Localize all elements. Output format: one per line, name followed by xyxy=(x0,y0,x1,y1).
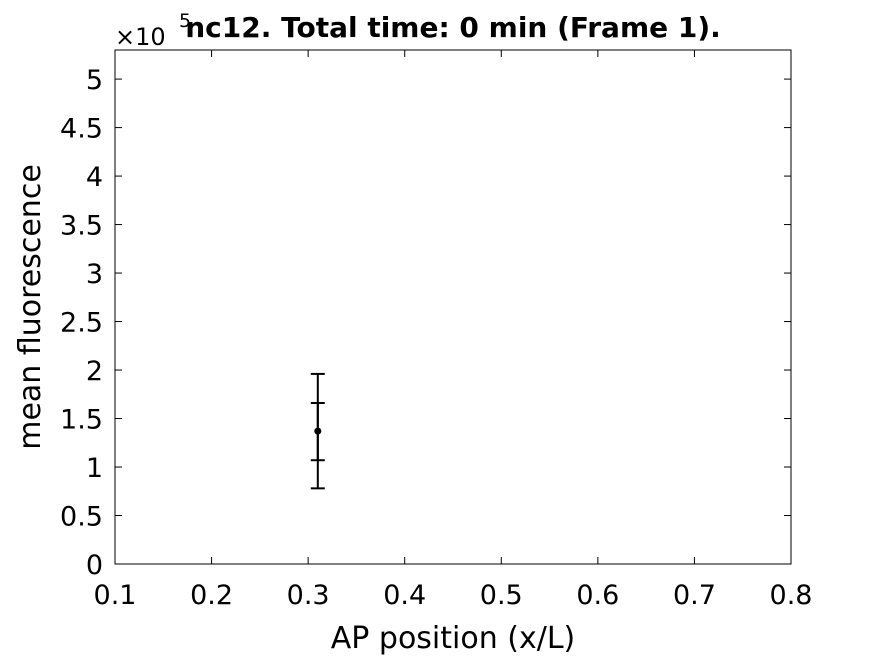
y-tick-label: 2 xyxy=(86,356,103,387)
x-tick-label: 0.8 xyxy=(770,580,813,611)
axes-frame xyxy=(114,49,792,565)
y-tick-label: 2.5 xyxy=(60,308,103,339)
x-tick-label: 0.6 xyxy=(576,580,619,611)
y-tick-label: 0 xyxy=(86,550,103,581)
y-tick-label: 4 xyxy=(86,162,103,193)
y-multiplier-exponent: 5 xyxy=(179,10,191,32)
data-point xyxy=(314,427,322,435)
x-tick-label: 0.7 xyxy=(673,580,716,611)
x-axis-title: AP position (x/L) xyxy=(331,621,576,656)
chart-title: nc12. Total time: 0 min (Frame 1). xyxy=(185,11,721,44)
y-tick-label: 5 xyxy=(86,65,103,96)
y-tick-label: 3.5 xyxy=(60,211,103,242)
y-axis-title: mean fluorescence xyxy=(13,164,48,450)
y-tick-label: 1.5 xyxy=(60,405,103,436)
y-tick-label: 3 xyxy=(86,259,103,290)
x-tick-label: 0.4 xyxy=(383,580,426,611)
y-tick-label: 4.5 xyxy=(60,114,103,145)
y-tick-label: 1 xyxy=(86,453,103,484)
ticks-layer: 0.1 0.2 0.3 0.4 0.5 0.6 0.7 0.8 0 0.5 1 1.5 2 2.5 3 3.5… xyxy=(60,50,812,611)
x-tick-label: 0.5 xyxy=(480,580,523,611)
data-layer xyxy=(310,372,325,490)
y-tick-label: 0.5 xyxy=(60,502,103,533)
x-tick-label: 0.3 xyxy=(287,580,330,611)
y-multiplier: ×10 5 xyxy=(115,10,191,51)
axes-box xyxy=(114,49,792,565)
x-tick-label: 0.1 xyxy=(94,580,137,611)
y-multiplier-base: ×10 xyxy=(115,23,166,51)
x-tick-label: 0.2 xyxy=(190,580,233,611)
